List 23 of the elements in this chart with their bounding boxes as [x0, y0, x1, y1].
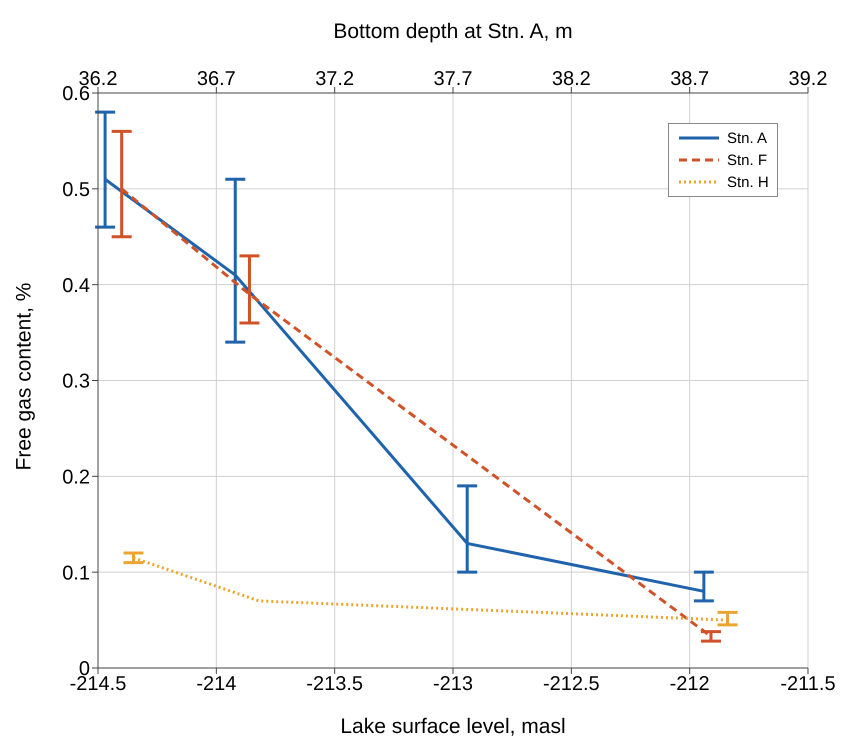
- x2-tick-label: 37.2: [315, 68, 354, 90]
- y-tick-label: 0.2: [62, 466, 90, 488]
- y-tick-label: 0.4: [62, 274, 90, 297]
- y-tick-label: 0.5: [62, 178, 90, 201]
- x2-tick-label: 36.7: [196, 68, 236, 90]
- x-tick-label: -212: [670, 673, 710, 696]
- legend-label: Stn. F: [727, 152, 768, 168]
- y-tick-label: 0.3: [62, 370, 90, 393]
- x2-axis-title: Bottom depth at Stn. A, m: [333, 20, 573, 43]
- legend-label: Stn. H: [727, 174, 769, 190]
- x2-tick-label: 37.7: [434, 68, 472, 90]
- legend-label: Stn. A: [727, 130, 768, 146]
- y-axis-title: Free gas content, %: [12, 282, 36, 470]
- x-tick-label: -212.5: [542, 673, 600, 696]
- y-tick-label: 0.1: [62, 562, 90, 584]
- x2-tick-label: 38.7: [670, 68, 710, 90]
- x-axis-title: Lake surface level, masl: [340, 715, 566, 738]
- x-tick-label: -211.5: [780, 673, 836, 696]
- x-tick-label: -213.5: [306, 673, 364, 696]
- x-tick-label: -214: [196, 673, 236, 696]
- x2-tick-label: 39.2: [788, 68, 828, 90]
- x-tick-label: -213: [432, 673, 474, 696]
- x2-tick-label: 38.2: [552, 68, 591, 90]
